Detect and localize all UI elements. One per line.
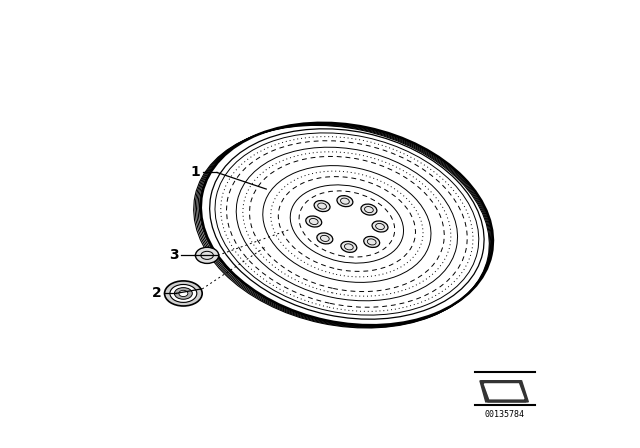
Ellipse shape	[341, 241, 357, 252]
Ellipse shape	[317, 233, 333, 244]
Text: 2: 2	[152, 286, 162, 301]
Ellipse shape	[337, 196, 353, 207]
Ellipse shape	[361, 204, 377, 215]
Ellipse shape	[170, 284, 197, 302]
Text: 00135784: 00135784	[485, 410, 525, 419]
Text: 3: 3	[169, 248, 179, 263]
Ellipse shape	[364, 237, 380, 247]
Text: 1: 1	[191, 165, 200, 180]
Polygon shape	[480, 381, 526, 402]
Ellipse shape	[179, 290, 188, 297]
Ellipse shape	[195, 247, 219, 263]
Polygon shape	[484, 384, 524, 399]
Ellipse shape	[174, 288, 193, 299]
Ellipse shape	[372, 221, 388, 232]
Ellipse shape	[306, 216, 322, 227]
Ellipse shape	[314, 201, 330, 211]
Ellipse shape	[164, 281, 202, 306]
Polygon shape	[481, 381, 529, 402]
